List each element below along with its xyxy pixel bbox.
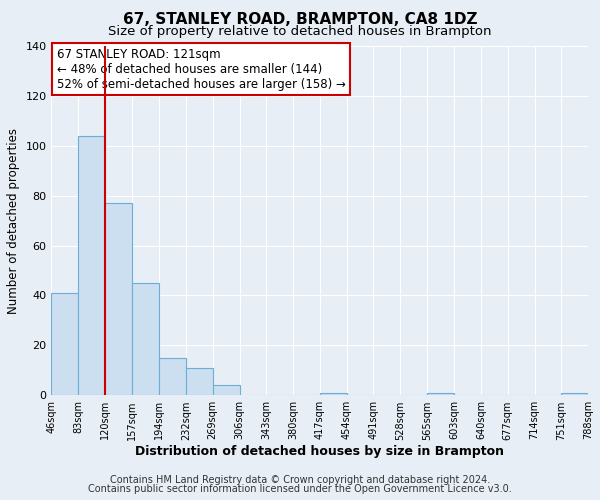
Bar <box>78 136 105 396</box>
Bar <box>158 358 186 396</box>
Bar <box>213 386 239 396</box>
Text: 67, STANLEY ROAD, BRAMPTON, CA8 1DZ: 67, STANLEY ROAD, BRAMPTON, CA8 1DZ <box>123 12 477 28</box>
Bar <box>427 393 454 396</box>
Bar <box>105 203 132 396</box>
Text: 67 STANLEY ROAD: 121sqm
← 48% of detached houses are smaller (144)
52% of semi-d: 67 STANLEY ROAD: 121sqm ← 48% of detache… <box>57 48 346 90</box>
Bar <box>186 368 213 396</box>
Text: Contains HM Land Registry data © Crown copyright and database right 2024.: Contains HM Land Registry data © Crown c… <box>110 475 490 485</box>
Bar <box>320 393 347 396</box>
Text: Contains public sector information licensed under the Open Government Licence v3: Contains public sector information licen… <box>88 484 512 494</box>
Y-axis label: Number of detached properties: Number of detached properties <box>7 128 20 314</box>
Text: Size of property relative to detached houses in Brampton: Size of property relative to detached ho… <box>108 25 492 38</box>
Bar <box>132 283 158 396</box>
Bar <box>52 293 78 396</box>
X-axis label: Distribution of detached houses by size in Brampton: Distribution of detached houses by size … <box>135 445 504 458</box>
Bar <box>561 393 588 396</box>
